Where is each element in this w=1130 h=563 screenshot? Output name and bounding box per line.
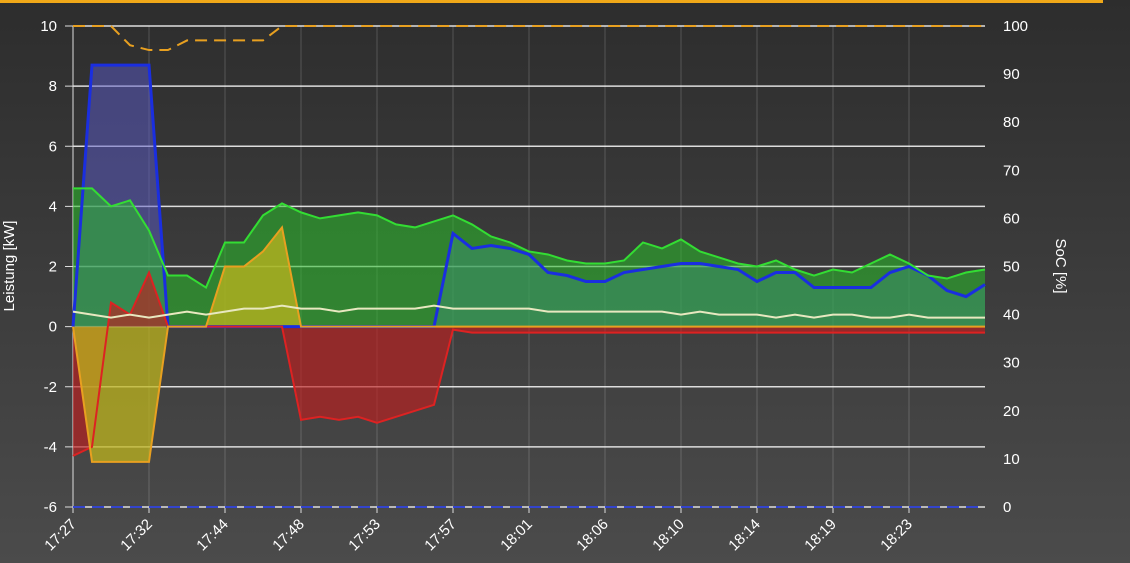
y-tick-label: -4 xyxy=(44,439,57,456)
x-tick-label: 18:01 xyxy=(497,516,536,555)
y2-tick-label: 80 xyxy=(1003,114,1020,131)
y2-tick-label: 20 xyxy=(1003,403,1020,420)
x-tick-label: 18:14 xyxy=(725,516,764,555)
y2-tick-label: 100 xyxy=(1003,18,1028,35)
y2-tick-label: 0 xyxy=(1003,499,1011,516)
x-tick-label: 17:27 xyxy=(41,516,80,555)
y2-tick-label: 40 xyxy=(1003,307,1020,324)
y2-tick-label: 30 xyxy=(1003,355,1020,372)
y-tick-label: 6 xyxy=(49,138,57,155)
y-axis-label: Leistung [kW] xyxy=(1,221,18,312)
x-tick-label: 17:53 xyxy=(345,516,384,555)
series-line xyxy=(72,304,985,319)
x-tick-label: 17:48 xyxy=(269,516,308,555)
y2-axis-label: SoC [%] xyxy=(1052,238,1069,293)
x-tick-label: 18:10 xyxy=(649,516,688,555)
y-tick-label: 8 xyxy=(49,78,57,95)
x-tick-label: 17:44 xyxy=(193,516,232,555)
y2-tick-label: 60 xyxy=(1003,210,1020,227)
top-bar xyxy=(0,0,1103,3)
y-tick-label: 2 xyxy=(49,259,57,276)
x-tick-label: 17:32 xyxy=(117,516,156,555)
y-tick-label: -2 xyxy=(44,379,57,396)
y-tick-label: 10 xyxy=(40,18,57,35)
y2-tick-label: 10 xyxy=(1003,451,1020,468)
x-tick-label: 17:57 xyxy=(421,516,460,555)
series-line xyxy=(73,25,985,52)
series-area xyxy=(73,272,985,456)
y-tick-label: 4 xyxy=(49,198,57,215)
y2-tick-label: 50 xyxy=(1003,259,1020,276)
x-tick-label: 18:06 xyxy=(573,516,612,555)
y-tick-label: 0 xyxy=(49,319,57,336)
y2-tick-label: 90 xyxy=(1003,66,1020,83)
y-tick-label: -6 xyxy=(44,499,57,516)
series-line xyxy=(72,225,985,463)
series-area xyxy=(73,188,985,327)
series-line xyxy=(72,269,985,457)
y2-tick-label: 70 xyxy=(1003,162,1020,179)
series-line xyxy=(73,187,986,290)
x-tick-label: 18:23 xyxy=(877,516,916,555)
x-tick-label: 18:19 xyxy=(801,516,840,555)
